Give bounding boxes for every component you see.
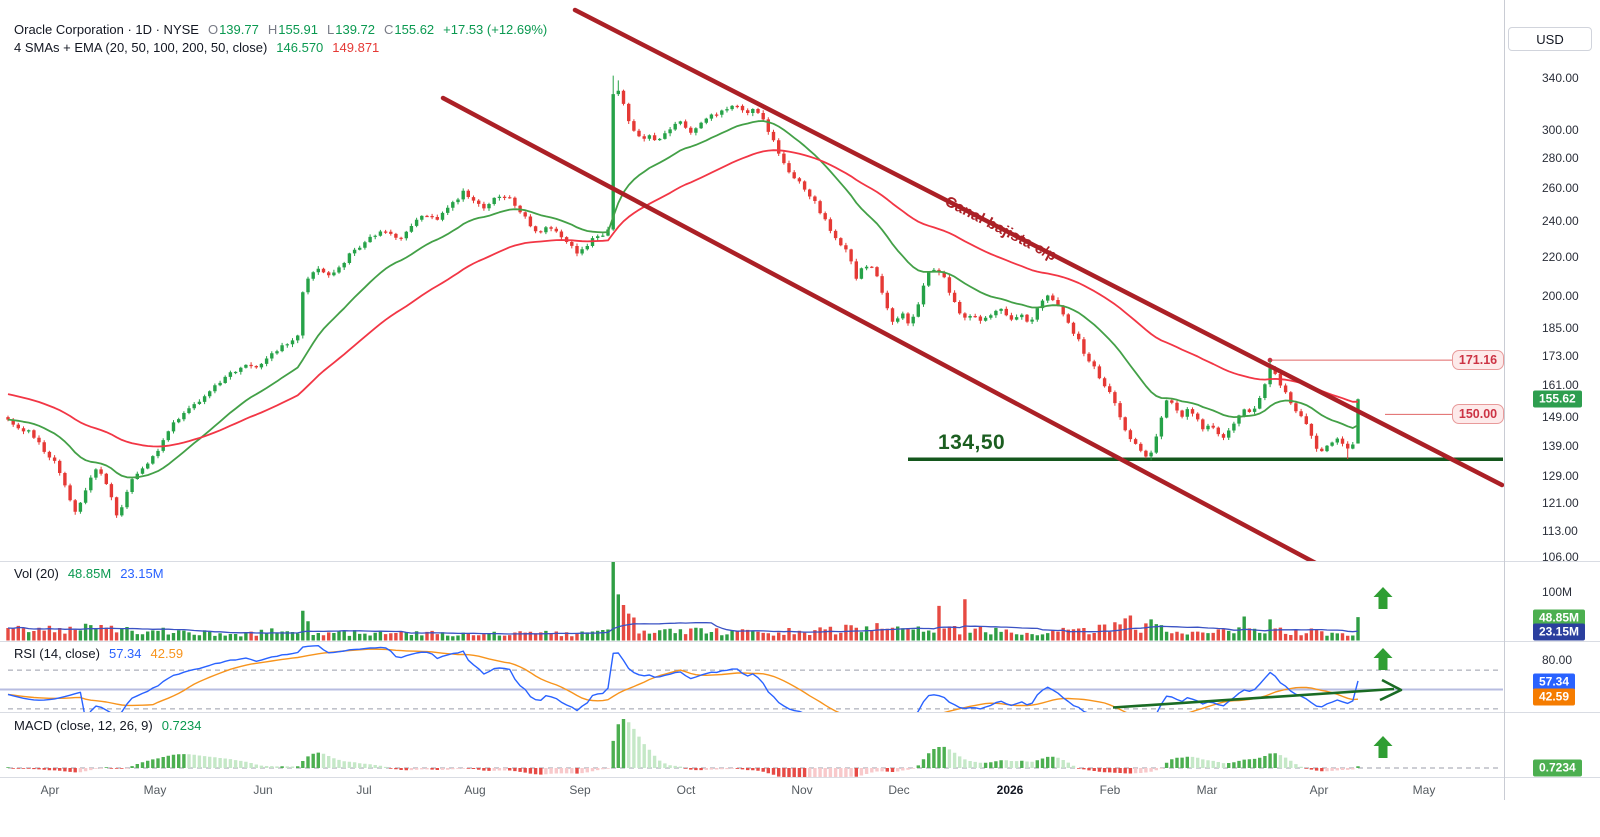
last-price-badge: 155.62	[1533, 390, 1582, 408]
trendline-channel-lower[interactable]	[440, 95, 1338, 575]
time-axis-label: Aug	[464, 783, 486, 797]
price-axis-tick: 220.00	[1542, 250, 1579, 264]
volume-pane[interactable]	[6, 561, 1360, 641]
bullish-arrow-rsi[interactable]	[1373, 648, 1393, 670]
time-axis-label: Dec	[888, 783, 910, 797]
rsi-axis-tick: 80.00	[1542, 653, 1573, 667]
volume-ma-line	[7, 621, 1359, 635]
rsi-value-badge: 57.34	[1533, 673, 1576, 691]
rsi-legend[interactable]: RSI (14, close) 57.34 42.59	[14, 646, 183, 661]
time-axis-label: Apr	[40, 783, 60, 797]
ma-legend-label: 4 SMAs + EMA (20, 50, 100, 200, 50, clos…	[14, 40, 268, 55]
price-axis-tick: 200.00	[1542, 289, 1579, 304]
ma-slow-value: 149.871	[332, 40, 380, 55]
time-axis-label: 2026	[996, 783, 1024, 797]
support-level-label[interactable]: 134,50	[938, 431, 1006, 454]
volume-average-badge: 23.15M	[1533, 623, 1586, 641]
change-value: +17.53 (+12.69%)	[443, 22, 548, 37]
price-axis-tick: 121.00	[1542, 495, 1579, 510]
macd-hist-neg-strong	[11, 768, 1324, 778]
trendline-channel-upper[interactable]	[572, 7, 1504, 488]
time-axis-label: Apr	[1309, 783, 1329, 797]
price-axis-tick: 185.00	[1542, 321, 1579, 336]
price-axis-tick: 280.00	[1542, 150, 1579, 165]
time-axis-label: Sep	[569, 783, 591, 797]
price-axis-tick: 113.00	[1542, 523, 1578, 538]
macd-hist-neg-weak	[78, 768, 1355, 778]
alert-anchor-dot	[1267, 357, 1273, 363]
volume-title: Vol (20)	[14, 566, 59, 581]
ma-legend[interactable]: 4 SMAs + EMA (20, 50, 100, 200, 50, clos…	[14, 40, 379, 55]
alert-price-badge-upper[interactable]: 171.16	[1452, 350, 1504, 371]
time-axis-label: Mar	[1196, 783, 1218, 797]
macd-value-badge: 0.7234	[1533, 759, 1582, 777]
low-value: L 139.72	[327, 22, 375, 37]
symbol-title: Oracle Corporation · 1D · NYSE	[14, 22, 199, 37]
price-axis-tick: 139.00	[1542, 438, 1579, 453]
high-value: H 155.91	[267, 22, 318, 37]
pane-separator[interactable]	[0, 777, 1600, 778]
time-axis-label: May	[143, 783, 167, 797]
time-axis-label: Nov	[791, 783, 813, 797]
macd-value: 0.7234	[161, 718, 202, 733]
alert-price-badge-lower[interactable]: 150.00	[1452, 404, 1504, 425]
price-axis-tick: 161.00	[1542, 378, 1579, 393]
main-legend[interactable]: Oracle Corporation · 1D · NYSE O 139.77 H…	[14, 22, 547, 37]
volume-up-bars	[27, 561, 1360, 641]
up-wicks	[28, 75, 1359, 517]
pane-separator[interactable]	[0, 712, 1600, 713]
open-value: O 139.77	[207, 22, 259, 37]
price-axis-tick: 300.00	[1542, 122, 1579, 137]
currency-button[interactable]: USD	[1508, 27, 1592, 51]
rsi-ma-value: 42.59	[150, 646, 184, 661]
price-axis-tick: 129.00	[1542, 469, 1579, 484]
time-axis-label: Jun	[253, 783, 273, 797]
close-value: C 155.62	[384, 22, 435, 37]
price-axis-tick: 240.00	[1542, 214, 1579, 229]
macd-legend[interactable]: MACD (close, 12, 26, 9) 0.7234	[14, 718, 201, 733]
bullish-arrow-macd[interactable]	[1373, 736, 1393, 758]
pane-separator[interactable]	[0, 561, 1600, 562]
volume-axis-tick: 100M	[1542, 585, 1573, 599]
volume-current-badge: 48.85M	[1533, 609, 1586, 627]
price-axis-tick: 149.00	[1542, 410, 1579, 425]
rsi-ma-line	[7, 648, 1359, 712]
time-axis-label: May	[1412, 783, 1436, 797]
macd-hist-pos-strong	[6, 719, 1360, 768]
volume-down-bars	[6, 599, 1350, 641]
volume-current: 48.85M	[67, 566, 112, 581]
candlestick-series	[6, 75, 1360, 518]
time-axis-label: Feb	[1099, 783, 1121, 797]
volume-legend[interactable]: Vol (20) 48.85M 23.15M	[14, 566, 164, 581]
price-axis-tick: 340.00	[1542, 71, 1579, 85]
time-axis-label: Oct	[676, 783, 696, 797]
bullish-arrow-volume[interactable]	[1373, 587, 1393, 609]
rsi-trend-arrow-line[interactable]	[1112, 687, 1395, 709]
macd-title: MACD (close, 12, 26, 9)	[14, 718, 153, 733]
macd-pane[interactable]	[6, 719, 1502, 780]
rsi-ma-badge: 42.59	[1533, 688, 1576, 706]
price-axis-tick: 106.00	[1542, 550, 1579, 565]
rsi-title: RSI (14, close)	[14, 646, 100, 661]
rsi-trend-arrowhead	[1379, 678, 1403, 702]
time-axis-label: Jul	[356, 783, 372, 797]
macd-hist-pos-weak	[187, 722, 1303, 768]
price-pane[interactable]	[6, 7, 1504, 575]
rsi-value: 57.34	[108, 646, 142, 661]
rsi-pane[interactable]	[0, 645, 1503, 727]
pane-separator[interactable]	[0, 641, 1600, 642]
volume-average: 23.15M	[120, 566, 164, 581]
ma-slow-line	[7, 149, 1359, 448]
price-axis-tick: 260.00	[1542, 181, 1579, 196]
price-axis-tick: 173.00	[1542, 348, 1579, 363]
ma-fast-value: 146.570	[276, 40, 324, 55]
up-bodies	[27, 90, 1360, 516]
axis-separator	[1504, 0, 1505, 800]
ma-fast-line	[7, 120, 1359, 479]
rsi-line	[7, 645, 1359, 712]
